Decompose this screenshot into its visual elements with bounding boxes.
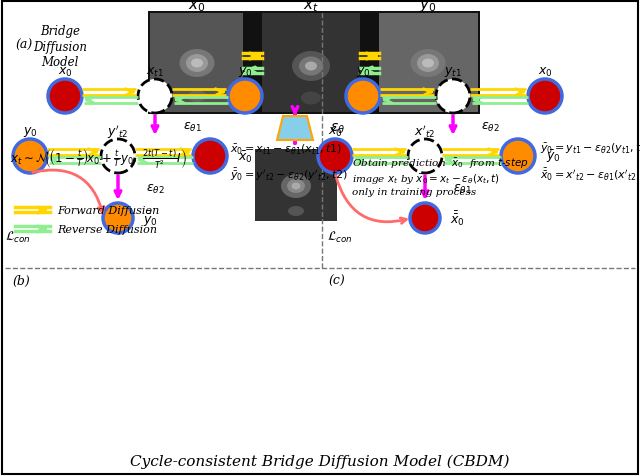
Ellipse shape <box>291 183 301 190</box>
Circle shape <box>436 80 470 114</box>
Ellipse shape <box>288 207 304 217</box>
Circle shape <box>138 80 172 114</box>
Ellipse shape <box>191 60 203 69</box>
Bar <box>262 14 360 113</box>
Text: $\bar{\bar{x}}_0$: $\bar{\bar{x}}_0$ <box>450 209 465 228</box>
Text: $y'_{t2}$: $y'_{t2}$ <box>108 123 129 140</box>
Polygon shape <box>277 117 313 141</box>
Text: Forward Diffusion: Forward Diffusion <box>57 206 159 216</box>
Ellipse shape <box>287 179 305 194</box>
Text: $x'_{t2}$: $x'_{t2}$ <box>414 123 436 140</box>
Text: $y_0$: $y_0$ <box>22 125 37 139</box>
Text: $x_{t1}$: $x_{t1}$ <box>146 65 164 79</box>
Ellipse shape <box>410 50 445 78</box>
Bar <box>150 14 243 113</box>
Text: $x_t$: $x_t$ <box>303 0 319 14</box>
Circle shape <box>13 140 47 174</box>
Ellipse shape <box>419 91 437 103</box>
Circle shape <box>408 140 442 174</box>
Circle shape <box>48 80 82 114</box>
Text: $x_t\sim\mathcal{N}\!\left(\!\left(1-\frac{t}{T}\right)\!x_0+\frac{t}{T}y_0,\;\f: $x_t\sim\mathcal{N}\!\left(\!\left(1-\fr… <box>10 147 187 170</box>
Ellipse shape <box>417 55 439 73</box>
Circle shape <box>410 204 440 234</box>
Ellipse shape <box>292 52 330 82</box>
Text: Obtain prediction  $\bar{x}_0$  from $t$-$step$
image $x_t$ by $\bar{x}_0 = x_t : Obtain prediction $\bar{x}_0$ from $t$-$… <box>352 156 529 197</box>
Text: $y_0$: $y_0$ <box>356 65 371 79</box>
Ellipse shape <box>299 58 323 76</box>
Text: $\bar{\bar{y}}_0 = y'_{t2} - \varepsilon_{\theta 2}(y'_{t2}, t2)$: $\bar{\bar{y}}_0 = y'_{t2} - \varepsilon… <box>230 167 348 183</box>
Circle shape <box>103 204 133 234</box>
Text: $\bar{\bar{y}}_0$: $\bar{\bar{y}}_0$ <box>143 209 158 228</box>
Text: $x_0$: $x_0$ <box>538 65 552 79</box>
Text: (c): (c) <box>328 275 345 288</box>
Text: $\bar{x}_0 = x_{t1} - \varepsilon_{\theta 1}(x_{t1}, t1)$: $\bar{x}_0 = x_{t1} - \varepsilon_{\thet… <box>230 142 342 156</box>
Text: $y_0$: $y_0$ <box>419 0 436 14</box>
Text: $y_{t1}$: $y_{t1}$ <box>444 65 462 79</box>
Text: Reverse Diffusion: Reverse Diffusion <box>57 225 157 235</box>
Ellipse shape <box>179 50 214 78</box>
Text: $\bar{y}_0$: $\bar{y}_0$ <box>546 149 561 165</box>
Text: $\bar{x}_0$: $\bar{x}_0$ <box>238 149 253 165</box>
Text: Cycle-consistent Bridge Diffusion Model (CBDM): Cycle-consistent Bridge Diffusion Model … <box>131 454 509 468</box>
Text: (b): (b) <box>12 275 29 288</box>
Text: $\varepsilon_{\theta 1}$: $\varepsilon_{\theta 1}$ <box>453 182 472 195</box>
Text: $y_0$: $y_0$ <box>237 65 252 79</box>
Text: Bridge
Diffusion
Model: Bridge Diffusion Model <box>33 25 87 69</box>
Text: (a): (a) <box>15 39 32 51</box>
Text: $\varepsilon_{\theta 2}$: $\varepsilon_{\theta 2}$ <box>146 182 164 195</box>
Text: $x_0$: $x_0$ <box>328 125 342 138</box>
Text: $\varepsilon_{\theta 2}$: $\varepsilon_{\theta 2}$ <box>481 120 500 133</box>
Text: $\bar{y}_0 = y_{t1} - \varepsilon_{\theta 2}(y_{t1}, t1)$: $\bar{y}_0 = y_{t1} - \varepsilon_{\thet… <box>540 141 640 156</box>
Bar <box>379 14 478 113</box>
Text: $\varepsilon_{\theta}$: $\varepsilon_{\theta}$ <box>330 121 346 136</box>
Circle shape <box>318 140 352 174</box>
Circle shape <box>346 80 380 114</box>
Circle shape <box>193 140 227 174</box>
Circle shape <box>228 80 262 114</box>
Circle shape <box>528 80 562 114</box>
Bar <box>148 12 480 115</box>
Ellipse shape <box>281 175 311 198</box>
Text: $x_0$: $x_0$ <box>188 0 206 14</box>
Text: $\bar{\bar{x}}_0 = x'_{t2} - \varepsilon_{\theta 1}(x'_{t2}, t2)$: $\bar{\bar{x}}_0 = x'_{t2} - \varepsilon… <box>540 167 640 183</box>
Ellipse shape <box>188 91 206 103</box>
Ellipse shape <box>422 60 434 69</box>
Text: $\varepsilon_{\theta 1}$: $\varepsilon_{\theta 1}$ <box>183 120 202 133</box>
Text: $x_0$: $x_0$ <box>58 65 72 79</box>
Ellipse shape <box>301 92 321 105</box>
Circle shape <box>101 140 135 174</box>
Bar <box>255 149 337 221</box>
Text: $\mathcal{L}_{con}$: $\mathcal{L}_{con}$ <box>327 229 353 244</box>
Text: $\mathcal{L}_{con}$: $\mathcal{L}_{con}$ <box>5 229 31 244</box>
Ellipse shape <box>186 55 208 73</box>
Ellipse shape <box>305 62 317 71</box>
Circle shape <box>501 140 535 174</box>
